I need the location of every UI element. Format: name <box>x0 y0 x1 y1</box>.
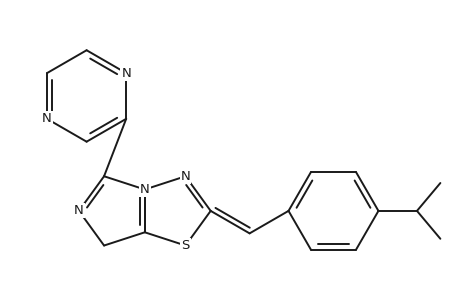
Text: N: N <box>121 67 131 80</box>
Text: N: N <box>180 170 190 183</box>
Text: N: N <box>140 183 149 196</box>
Text: N: N <box>42 112 52 125</box>
Text: N: N <box>140 183 149 196</box>
Text: N: N <box>74 204 84 218</box>
Text: S: S <box>181 239 189 252</box>
